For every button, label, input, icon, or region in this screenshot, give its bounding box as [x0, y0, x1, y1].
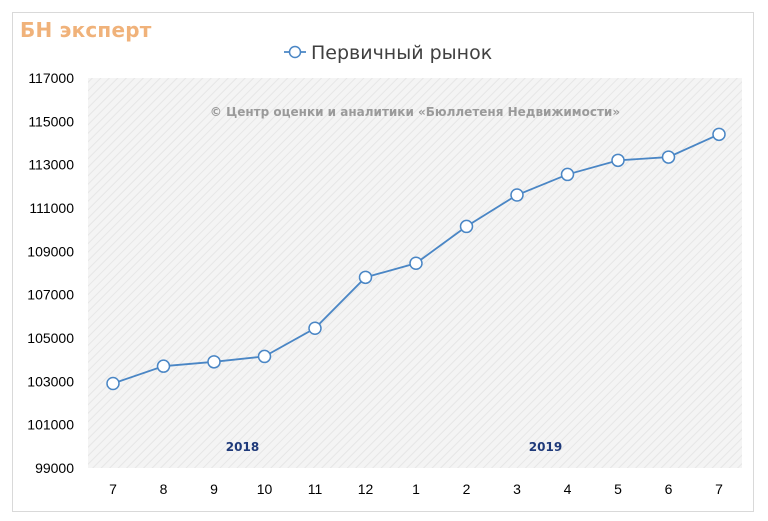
- x-tick-label: 11: [308, 481, 323, 497]
- copyright-text: © Центр оценки и аналитики «Бюллетеня Не…: [210, 105, 620, 119]
- y-tick-label: 99000: [35, 460, 74, 476]
- x-tick-label: 7: [109, 481, 117, 497]
- y-tick-label: 101000: [27, 417, 74, 433]
- x-tick-label: 2: [463, 481, 471, 497]
- x-axis: 7 8 9 10 11 12 1 2 3 4 5 6 7: [109, 481, 723, 497]
- x-tick-label: 7: [715, 481, 723, 497]
- y-tick-label: 103000: [27, 373, 74, 389]
- data-point: [510, 188, 524, 202]
- data-point: [611, 153, 625, 168]
- x-tick-label: 5: [614, 481, 622, 497]
- year-label: 2018: [226, 440, 259, 454]
- data-point: [156, 359, 171, 373]
- y-tick-label: 111000: [29, 200, 74, 216]
- data-point: [207, 355, 221, 369]
- data-point: [661, 150, 676, 164]
- data-point: [358, 270, 373, 285]
- data-point: [560, 167, 575, 182]
- y-tick-label: 107000: [27, 287, 74, 303]
- data-point: [308, 321, 322, 335]
- logo: БН эксперт: [20, 18, 152, 42]
- data-point: [106, 376, 120, 391]
- legend-label: Первичный рынок: [311, 42, 492, 64]
- year-labels: 2018 2019: [226, 440, 562, 454]
- series-line: [106, 127, 726, 391]
- data-point: [459, 219, 474, 234]
- x-tick-label: 12: [358, 481, 374, 497]
- y-tick-label: 113000: [28, 157, 74, 173]
- y-tick-label: 115000: [28, 113, 74, 129]
- y-tick-label: 117000: [28, 70, 74, 86]
- data-point: [409, 256, 423, 270]
- y-tick-label: 109000: [27, 243, 74, 259]
- year-label: 2019: [529, 440, 562, 454]
- x-tick-label: 4: [564, 481, 572, 497]
- data-point: [712, 127, 726, 142]
- x-tick-label: 6: [665, 481, 673, 497]
- legend-marker: [288, 45, 302, 59]
- legend: Первичный рынок: [284, 42, 492, 64]
- x-tick-label: 8: [160, 481, 168, 497]
- y-axis: 99000 101000 103000 105000 107000 109000 11100…: [27, 70, 74, 476]
- x-tick-label: 1: [412, 481, 420, 497]
- y-tick-label: 105000: [27, 330, 74, 346]
- plot-area: [88, 78, 742, 468]
- x-tick-label: 9: [210, 481, 218, 497]
- x-tick-label: 10: [257, 481, 273, 497]
- data-point: [257, 349, 272, 364]
- x-tick-label: 3: [513, 481, 521, 497]
